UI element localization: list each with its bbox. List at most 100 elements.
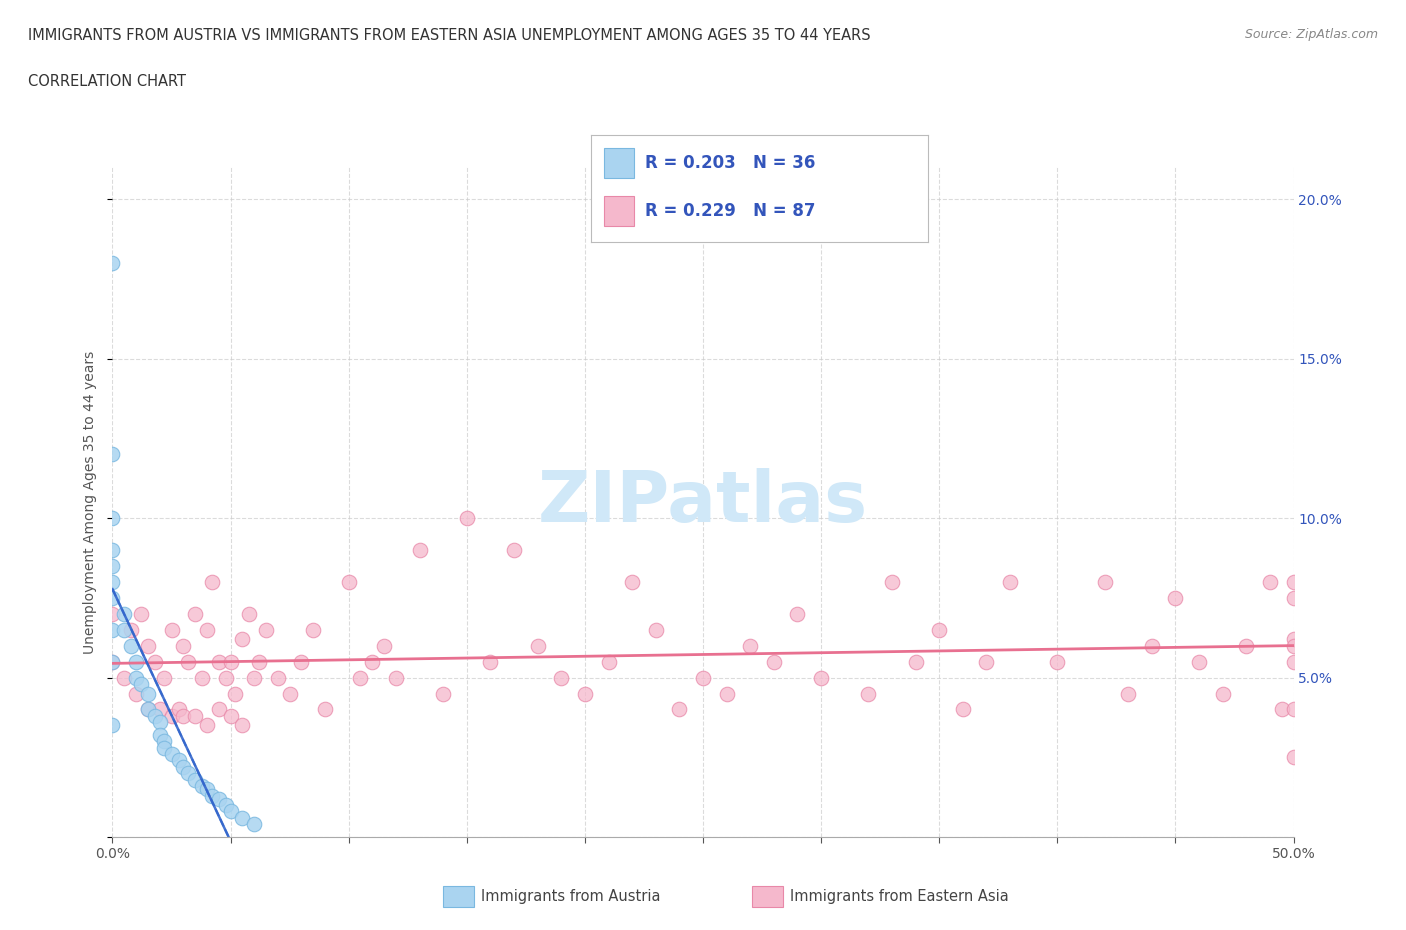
Point	[101, 654, 124, 669]
Point	[219, 709, 242, 724]
Point	[177, 765, 200, 780]
Point	[762, 654, 785, 669]
Point	[219, 654, 242, 669]
Point	[952, 702, 974, 717]
Point	[160, 622, 183, 637]
Text: R = 0.229   N = 87: R = 0.229 N = 87	[644, 202, 815, 219]
Point	[149, 727, 172, 742]
Point	[172, 709, 194, 724]
Point	[1116, 686, 1139, 701]
Point	[810, 671, 832, 685]
Point	[904, 654, 927, 669]
Point	[136, 686, 159, 701]
Point	[1234, 638, 1257, 653]
Text: ZIPatlas: ZIPatlas	[538, 468, 868, 537]
Point	[247, 654, 270, 669]
Point	[928, 622, 950, 637]
Point	[195, 782, 218, 797]
Point	[385, 671, 408, 685]
Point	[337, 575, 360, 590]
Point	[143, 709, 166, 724]
Point	[598, 654, 620, 669]
Point	[215, 671, 238, 685]
Point	[550, 671, 572, 685]
Point	[243, 817, 266, 831]
Text: Immigrants from Austria: Immigrants from Austria	[481, 889, 661, 904]
Point	[1271, 702, 1294, 717]
Point	[101, 591, 124, 605]
Point	[267, 671, 290, 685]
Point	[238, 606, 260, 621]
Point	[172, 760, 194, 775]
Text: CORRELATION CHART: CORRELATION CHART	[28, 74, 186, 89]
Point	[101, 622, 124, 637]
Point	[120, 638, 142, 653]
Bar	[605, 196, 634, 226]
Point	[160, 747, 183, 762]
Point	[243, 671, 266, 685]
Point	[644, 622, 666, 637]
Point	[1282, 702, 1305, 717]
Point	[153, 671, 176, 685]
Point	[160, 709, 183, 724]
Text: Immigrants from Eastern Asia: Immigrants from Eastern Asia	[790, 889, 1010, 904]
Point	[208, 791, 231, 806]
Point	[1282, 575, 1305, 590]
Point	[880, 575, 903, 590]
Point	[177, 654, 200, 669]
Point	[112, 606, 135, 621]
Point	[231, 718, 253, 733]
Point	[208, 702, 231, 717]
Point	[1188, 654, 1211, 669]
Point	[503, 542, 526, 557]
Point	[740, 638, 762, 653]
Point	[302, 622, 325, 637]
Point	[998, 575, 1021, 590]
Point	[208, 654, 231, 669]
Point	[456, 511, 478, 525]
Point	[432, 686, 454, 701]
Point	[191, 671, 214, 685]
Point	[349, 671, 371, 685]
Point	[129, 606, 152, 621]
Point	[254, 622, 277, 637]
Point	[373, 638, 395, 653]
Point	[716, 686, 738, 701]
Point	[184, 606, 207, 621]
Point	[172, 638, 194, 653]
Point	[408, 542, 430, 557]
Point	[125, 671, 148, 685]
Point	[1164, 591, 1187, 605]
Point	[1212, 686, 1234, 701]
Bar	[605, 148, 634, 178]
Point	[153, 734, 176, 749]
Point	[136, 638, 159, 653]
Point	[125, 654, 148, 669]
Text: Source: ZipAtlas.com: Source: ZipAtlas.com	[1244, 28, 1378, 41]
Point	[101, 542, 124, 557]
Point	[668, 702, 690, 717]
Point	[136, 702, 159, 717]
Point	[112, 671, 135, 685]
Y-axis label: Unemployment Among Ages 35 to 44 years: Unemployment Among Ages 35 to 44 years	[83, 351, 97, 654]
Point	[136, 702, 159, 717]
Point	[101, 575, 124, 590]
Point	[1258, 575, 1281, 590]
Point	[231, 631, 253, 646]
Text: IMMIGRANTS FROM AUSTRIA VS IMMIGRANTS FROM EASTERN ASIA UNEMPLOYMENT AMONG AGES : IMMIGRANTS FROM AUSTRIA VS IMMIGRANTS FR…	[28, 28, 870, 43]
Point	[361, 654, 384, 669]
Point	[692, 671, 714, 685]
Point	[101, 718, 124, 733]
Point	[101, 606, 124, 621]
Point	[621, 575, 644, 590]
Point	[143, 654, 166, 669]
Point	[278, 686, 301, 701]
Point	[479, 654, 502, 669]
Point	[112, 622, 135, 637]
Point	[167, 702, 190, 717]
Point	[1282, 591, 1305, 605]
Point	[184, 709, 207, 724]
Point	[201, 788, 224, 803]
Point	[101, 559, 124, 574]
Point	[858, 686, 880, 701]
